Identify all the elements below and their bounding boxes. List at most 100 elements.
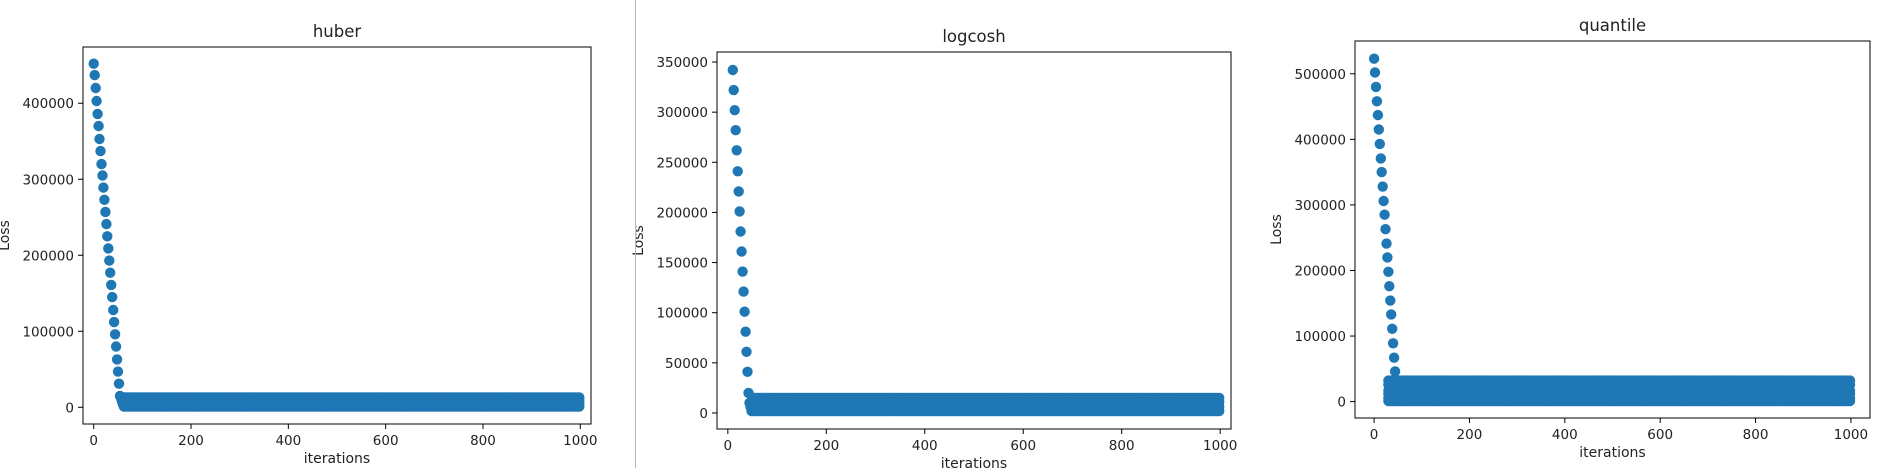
plot-frame bbox=[1354, 40, 1871, 419]
x-tick-label: 600 bbox=[1647, 427, 1673, 443]
data-point bbox=[1386, 309, 1397, 320]
data-point bbox=[111, 354, 123, 365]
data-point bbox=[103, 243, 114, 254]
y-tick-label: 250000 bbox=[656, 155, 708, 171]
data-point bbox=[1214, 405, 1225, 417]
data-point bbox=[574, 401, 585, 412]
data-points bbox=[1368, 53, 1856, 407]
x-tick-label: 1000 bbox=[1203, 438, 1237, 454]
x-tick-label: 400 bbox=[912, 438, 938, 454]
data-point bbox=[1844, 395, 1856, 407]
y-tick-label: 200000 bbox=[656, 205, 708, 221]
data-point bbox=[1374, 138, 1386, 150]
data-point bbox=[1381, 238, 1392, 249]
x-tick-label: 200 bbox=[1457, 427, 1483, 443]
x-tick-label: 600 bbox=[1010, 438, 1036, 454]
data-point bbox=[1375, 153, 1387, 164]
data-point bbox=[107, 291, 118, 303]
x-tick-label: 1000 bbox=[1834, 427, 1868, 443]
x-tick-label: 0 bbox=[1370, 427, 1379, 443]
chart-title: logcosh bbox=[942, 27, 1005, 46]
y-tick-label: 400000 bbox=[1294, 132, 1346, 148]
y-tick-label: 300000 bbox=[1294, 198, 1346, 214]
data-point bbox=[734, 206, 745, 217]
y-tick-label: 500000 bbox=[1294, 67, 1346, 83]
data-point bbox=[98, 182, 109, 193]
data-point bbox=[108, 304, 119, 316]
data-point bbox=[738, 286, 749, 297]
data-point bbox=[101, 218, 112, 230]
data-point bbox=[731, 145, 742, 156]
data-point bbox=[730, 125, 741, 136]
data-point bbox=[113, 378, 125, 389]
data-point bbox=[742, 366, 753, 377]
y-tick-label: 0 bbox=[1337, 395, 1346, 411]
x-tick-label: 600 bbox=[373, 433, 399, 449]
data-point bbox=[1376, 166, 1387, 178]
data-point bbox=[729, 105, 740, 116]
data-point bbox=[93, 120, 104, 132]
data-point bbox=[1371, 96, 1383, 107]
panel-divider bbox=[635, 0, 636, 468]
y-tick-label: 0 bbox=[65, 400, 74, 416]
data-point bbox=[732, 166, 743, 177]
data-point bbox=[735, 226, 746, 237]
data-point bbox=[1370, 81, 1382, 93]
y-tick-label: 200000 bbox=[1294, 263, 1346, 279]
data-point bbox=[106, 279, 117, 291]
data-point bbox=[741, 346, 752, 357]
data-point bbox=[1379, 209, 1390, 220]
y-tick-label: 100000 bbox=[656, 306, 708, 322]
data-point bbox=[1387, 338, 1399, 349]
x-tick-label: 800 bbox=[470, 433, 496, 449]
data-point bbox=[97, 170, 108, 181]
data-point bbox=[89, 69, 100, 81]
data-point bbox=[100, 206, 111, 218]
y-tick-label: 100000 bbox=[22, 324, 74, 340]
plot-frame bbox=[82, 46, 592, 425]
data-point bbox=[1378, 195, 1389, 207]
x-tick-label: 800 bbox=[1743, 427, 1769, 443]
data-point bbox=[1380, 224, 1391, 235]
data-point bbox=[737, 266, 748, 277]
y-tick-label: 300000 bbox=[656, 105, 708, 121]
x-tick-label: 0 bbox=[89, 433, 98, 449]
y-axis-label: Loss bbox=[0, 220, 13, 251]
data-point bbox=[92, 108, 103, 120]
data-point bbox=[112, 366, 124, 377]
data-point bbox=[727, 64, 738, 76]
y-tick-label: 300000 bbox=[22, 172, 74, 188]
data-point bbox=[96, 158, 107, 170]
data-points bbox=[88, 58, 585, 412]
data-point bbox=[95, 145, 106, 157]
x-tick-label: 400 bbox=[1552, 427, 1578, 443]
y-tick-label: 400000 bbox=[22, 96, 74, 112]
x-axis-label: iterations bbox=[304, 451, 370, 467]
y-tick-label: 350000 bbox=[656, 55, 708, 71]
data-point bbox=[1369, 67, 1381, 78]
x-tick-label: 400 bbox=[275, 433, 301, 449]
data-point bbox=[110, 341, 122, 352]
data-point bbox=[1368, 53, 1380, 64]
data-point bbox=[739, 306, 750, 317]
chart-title: huber bbox=[313, 22, 362, 41]
plot-frame bbox=[716, 51, 1232, 430]
data-point bbox=[99, 194, 110, 205]
data-points bbox=[727, 64, 1225, 417]
data-point bbox=[91, 95, 102, 107]
x-axis-label: iterations bbox=[1579, 445, 1645, 461]
data-point bbox=[1384, 281, 1395, 292]
data-point bbox=[88, 58, 99, 69]
data-point bbox=[728, 84, 739, 96]
data-point bbox=[733, 186, 744, 197]
data-point bbox=[740, 326, 751, 337]
data-point bbox=[108, 316, 120, 328]
chart-quantile: 0 200 400 600 800 1000 0 100000 200000 300000 4000… bbox=[1269, 16, 1871, 461]
data-point bbox=[102, 231, 113, 242]
data-point bbox=[104, 255, 115, 266]
y-axis-label: Loss bbox=[1269, 214, 1285, 245]
data-point bbox=[1372, 109, 1384, 121]
data-point bbox=[1387, 323, 1398, 334]
